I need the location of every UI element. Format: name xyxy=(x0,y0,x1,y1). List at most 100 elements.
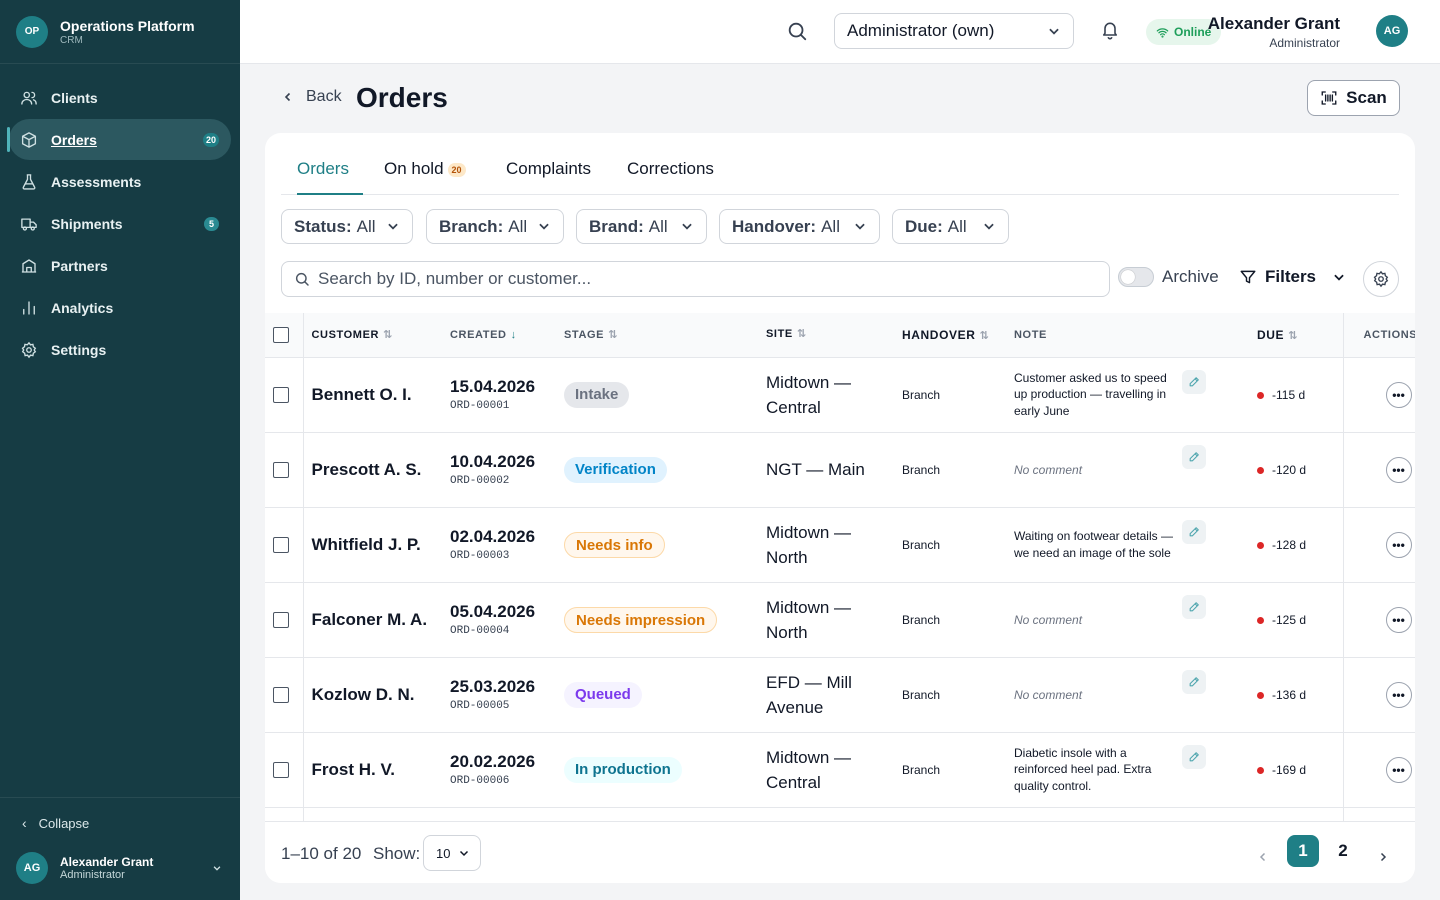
role-select[interactable]: Administrator (own) xyxy=(834,13,1074,49)
pagination: 1 2 xyxy=(1247,835,1399,867)
customer-cell[interactable]: Falconer M. A. xyxy=(303,582,450,658)
customer-cell[interactable]: Whitfield J. P. xyxy=(303,507,450,583)
table-row[interactable]: Bennett O. I. 15.04.2026 ORD-00001 Intake Mi… xyxy=(265,357,1415,433)
column-header-stage[interactable]: STAGE ⇅ xyxy=(564,313,766,358)
more-actions-button[interactable]: ••• xyxy=(1385,381,1412,408)
search-icon[interactable] xyxy=(786,20,810,44)
search-field xyxy=(281,261,1110,297)
sidebar-footer: ‹ Collapse AG Alexander Grant Administra… xyxy=(0,797,240,900)
tab-corrections[interactable]: Corrections xyxy=(627,153,714,195)
scan-button[interactable]: Scan xyxy=(1307,80,1400,116)
column-header-due[interactable]: DUE ⇅ xyxy=(1257,313,1344,358)
next-page-button[interactable] xyxy=(1367,835,1399,867)
brand-name: Operations Platform xyxy=(60,17,195,34)
table-row[interactable]: Frost H. V. 20.02.2026 ORD-00006 In product… xyxy=(265,732,1415,808)
table-row[interactable]: Midt... xyxy=(265,807,1415,821)
header-user[interactable]: Alexander Grant Administrator xyxy=(1208,14,1340,50)
sidebar-item-assessments[interactable]: Assessments xyxy=(9,161,231,202)
show-label: Show: xyxy=(373,844,421,863)
tab-on-hold[interactable]: On hold 20 xyxy=(384,153,466,195)
note-cell xyxy=(1014,807,1257,821)
row-checkbox[interactable] xyxy=(273,536,289,553)
table-row[interactable]: Whitfield J. P. 02.04.2026 ORD-00003 Needs … xyxy=(265,507,1415,583)
sidebar-item-partners[interactable]: Partners xyxy=(9,245,231,286)
bell-icon[interactable] xyxy=(1100,20,1122,42)
back-button[interactable]: Back xyxy=(282,88,342,106)
order-number: ORD-00006 xyxy=(450,775,510,787)
sidebar-item-settings[interactable]: Settings xyxy=(9,329,231,370)
column-header-customer[interactable]: CUSTOMER ⇅ xyxy=(303,313,450,358)
customer-cell[interactable]: Bennett O. I. xyxy=(303,357,450,433)
sidebar-item-orders[interactable]: Orders 20 xyxy=(7,119,231,160)
edit-note-button[interactable] xyxy=(1182,369,1206,394)
edit-note-button[interactable] xyxy=(1182,744,1206,769)
status-filter[interactable]: Status: All xyxy=(281,209,413,244)
due-cell: -125 d xyxy=(1257,582,1344,658)
customer-cell[interactable]: Frost H. V. xyxy=(303,732,450,808)
row-checkbox[interactable] xyxy=(273,686,289,703)
more-actions-button[interactable]: ••• xyxy=(1385,681,1412,708)
sidebar-item-label: Shipments xyxy=(51,215,123,232)
table-row[interactable]: Kozlow D. N. 25.03.2026 ORD-00005 Queued EFD… xyxy=(265,657,1415,733)
range-text: 1–10 of 20 xyxy=(281,844,362,863)
row-checkbox[interactable] xyxy=(273,761,289,778)
sidebar-nav: Clients Orders 20 Assessments Shipments … xyxy=(0,64,240,370)
toggle-switch[interactable] xyxy=(1118,267,1154,287)
handover-cell: Branch xyxy=(902,507,1014,583)
edit-note-button[interactable] xyxy=(1182,669,1206,694)
more-actions-button[interactable]: ••• xyxy=(1385,606,1412,633)
archive-toggle[interactable]: Archive xyxy=(1118,267,1219,287)
customer-cell[interactable] xyxy=(303,807,450,821)
collapse-button[interactable]: ‹ Collapse xyxy=(0,798,240,848)
page-size-select[interactable]: 10 xyxy=(423,835,481,871)
more-actions-button[interactable]: ••• xyxy=(1385,756,1412,783)
page-button-2[interactable]: 2 xyxy=(1338,841,1348,860)
tab-complaints[interactable]: Complaints xyxy=(506,153,591,195)
row-checkbox[interactable] xyxy=(273,386,289,403)
column-header-site[interactable]: SITE ⇅ xyxy=(766,313,902,358)
edit-note-button[interactable] xyxy=(1182,519,1206,544)
created-date: 20.02.2026 xyxy=(450,752,536,771)
stage-cell xyxy=(564,807,766,821)
customer-cell[interactable]: Prescott A. S. xyxy=(303,432,450,508)
sidebar-item-clients[interactable]: Clients xyxy=(9,77,231,118)
edit-note-button[interactable] xyxy=(1182,594,1206,619)
chevron-down-icon xyxy=(1047,24,1061,38)
brand: OP Operations Platform CRM xyxy=(0,0,240,64)
branch-filter[interactable]: Branch: All xyxy=(426,209,564,244)
more-horizontal-icon: ••• xyxy=(1392,537,1405,552)
due-filter[interactable]: Due: All xyxy=(892,209,1009,244)
chevron-down-icon xyxy=(680,219,694,233)
tab-orders[interactable]: Orders xyxy=(297,153,363,195)
edit-note-button[interactable] xyxy=(1182,444,1206,469)
sidebar-item-analytics[interactable]: Analytics xyxy=(9,287,231,328)
more-actions-button[interactable]: ••• xyxy=(1385,531,1412,558)
row-checkbox[interactable] xyxy=(273,611,289,628)
search-input[interactable] xyxy=(318,269,1078,289)
handover-cell: Branch xyxy=(902,357,1014,433)
avatar[interactable]: AG xyxy=(1376,15,1408,47)
page-button-1[interactable]: 1 xyxy=(1287,835,1319,867)
sidebar-item-shipments[interactable]: Shipments 5 xyxy=(9,203,231,244)
prev-page-button[interactable] xyxy=(1247,835,1279,867)
actions-cell: ••• xyxy=(1343,657,1415,733)
table-row[interactable]: Prescott A. S. 10.04.2026 ORD-00002 Verific… xyxy=(265,432,1415,508)
sidebar-user-menu[interactable]: AG Alexander Grant Administrator xyxy=(0,848,240,888)
column-header-handover[interactable]: HANDOVER ⇅ xyxy=(902,313,1014,358)
table-row[interactable]: Falconer M. A. 05.04.2026 ORD-00004 Needs i… xyxy=(265,582,1415,658)
handover-filter[interactable]: Handover: All xyxy=(719,209,880,244)
row-select-cell xyxy=(265,507,304,583)
filter-label: Due: xyxy=(905,216,943,236)
more-actions-button[interactable]: ••• xyxy=(1385,456,1412,483)
brand-filter[interactable]: Brand: All xyxy=(576,209,707,244)
customer-cell[interactable]: Kozlow D. N. xyxy=(303,657,450,733)
row-checkbox[interactable] xyxy=(273,461,289,478)
role-select-value: Administrator (own) xyxy=(847,21,995,40)
column-header-created[interactable]: CREATED ↓ xyxy=(450,313,564,358)
table-settings-button[interactable] xyxy=(1363,261,1399,297)
handover-cell: Branch xyxy=(902,582,1014,658)
filters-button[interactable]: Filters xyxy=(1239,267,1346,287)
site-cell: NGT — Main xyxy=(766,432,902,508)
select-all-checkbox[interactable] xyxy=(273,326,289,343)
pencil-icon xyxy=(1188,525,1201,538)
